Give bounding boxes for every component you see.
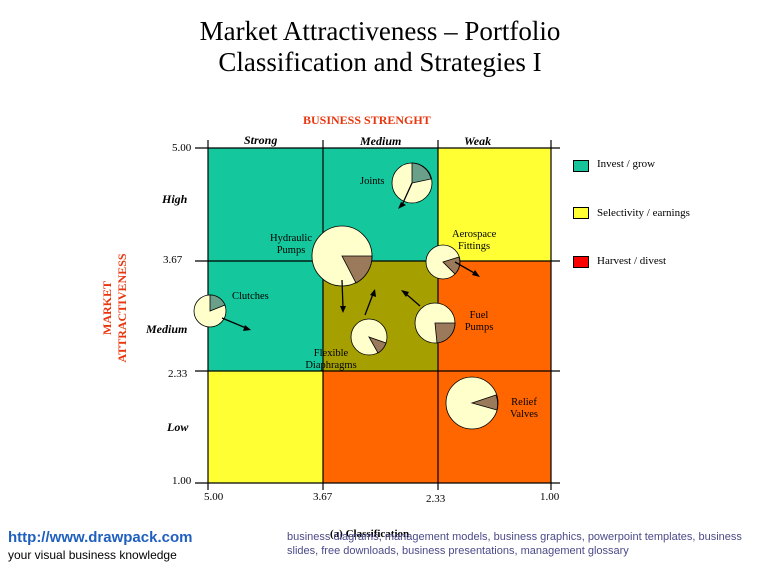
legend-label-invest: Invest / grow: [597, 158, 656, 170]
cell-medium-strong: [208, 261, 323, 371]
legend-swatch-harvest: [573, 256, 589, 268]
pie-joints: [391, 162, 433, 209]
x-tick-1: 1.00: [540, 491, 560, 503]
y-category-medium: Medium: [146, 322, 188, 336]
label-flexible-line-1: Flexible: [313, 348, 349, 359]
cell-medium-weak: [438, 261, 551, 371]
label-hydraulic-pumps: Hydraulic Pumps: [264, 233, 318, 257]
label-flexible-diaphragms: Flexible Diaphragms: [298, 348, 364, 372]
legend-swatch-invest: [573, 160, 589, 172]
page-title: Market Attractiveness – Portfolio Classi…: [140, 16, 620, 78]
pie-relief-valves: [445, 376, 499, 430]
footer-link[interactable]: http://www.drawpack.com: [8, 529, 193, 546]
x-axis-title: BUSINESS STRENGHT: [303, 113, 431, 127]
label-hydraulic-line-1: Hydraulic: [270, 233, 312, 244]
footer-tagline: your visual business knowledge: [8, 548, 177, 562]
cell-low-strong: [208, 371, 323, 483]
cell-high-weak: [438, 148, 551, 261]
x-tick-5: 5.00: [204, 491, 224, 503]
label-clutches: Clutches: [232, 291, 269, 303]
y-tick-233: 2.33: [168, 368, 188, 380]
title-line-1: Market Attractiveness – Portfolio: [199, 16, 561, 46]
label-relief-line-2: Valves: [510, 409, 538, 420]
label-clutches-text: Clutches: [232, 291, 269, 302]
label-aerospace-fittings: Aerospace Fittings: [452, 229, 496, 253]
label-joints: Joints: [360, 176, 385, 188]
pie-clutches: [193, 294, 251, 331]
pie-flexible-diaphragms: [350, 289, 388, 356]
pie-hydraulic-pumps: [311, 225, 373, 313]
label-fuel-line-2: Pumps: [464, 322, 494, 333]
label-aerospace-line-2: Fittings: [457, 241, 491, 252]
x-tick-367: 3.67: [313, 491, 333, 503]
legend-swatch-selectivity: [573, 207, 589, 219]
legend-label-selectivity: Selectivity / earnings: [597, 207, 690, 219]
label-fuel-line-1: Fuel: [469, 310, 489, 321]
label-fuel-pumps: Fuel Pumps: [461, 310, 497, 334]
y-category-high: High: [162, 192, 188, 206]
x-axis-caption: (a) Classification: [330, 528, 410, 540]
x-category-weak: Weak: [464, 134, 492, 148]
cell-high-strong: [208, 148, 323, 261]
legend-label-harvest: Harvest / divest: [597, 255, 667, 267]
label-aerospace-line-1: Aerospace: [452, 229, 497, 240]
y-tick-5: 5.00: [172, 142, 192, 154]
pie-fuel-pumps: [401, 290, 456, 344]
footer-tags: business diagrams, management models, bu…: [287, 531, 742, 557]
x-category-medium: Medium: [360, 134, 402, 148]
y-tick-367: 3.67: [163, 254, 183, 266]
label-flexible-line-2: Diaphragms: [305, 360, 357, 371]
grid-lines: [195, 140, 560, 490]
label-relief-valves: Relief Valves: [504, 397, 544, 421]
label-joints-text: Joints: [360, 176, 385, 187]
pie-aerospace-fittings: [425, 244, 480, 280]
x-tick-233: 2.33: [426, 493, 446, 505]
label-hydraulic-line-2: Pumps: [276, 245, 306, 256]
y-tick-1: 1.00: [172, 475, 192, 487]
cell-low-medium: [323, 371, 438, 483]
label-relief-line-1: Relief: [511, 397, 537, 408]
x-category-strong: Strong: [244, 133, 278, 147]
y-category-low: Low: [167, 420, 189, 434]
title-line-2: Classification and Strategies I: [218, 47, 542, 77]
